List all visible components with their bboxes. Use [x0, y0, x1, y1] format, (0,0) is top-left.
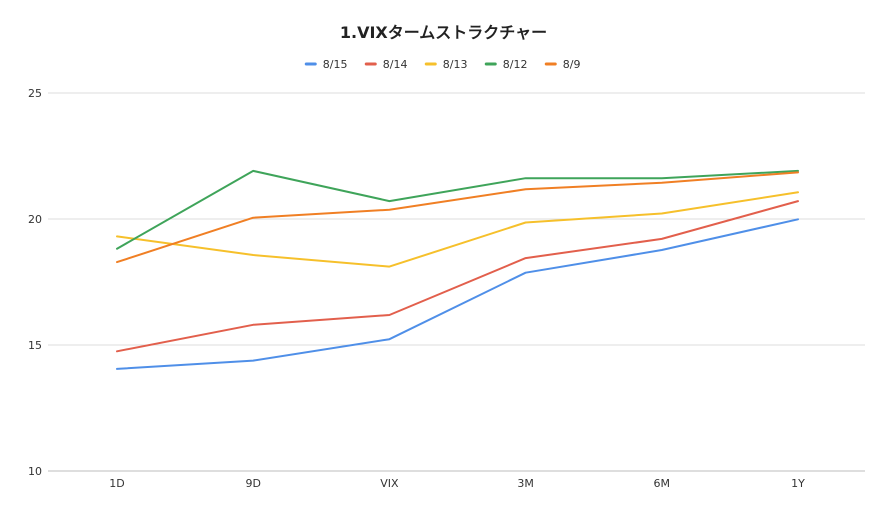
- series-line-8-9: [116, 171, 799, 264]
- legend: 8/15 8/14 8/13 8/12 8/9: [304, 58, 581, 71]
- series-lines: [116, 169, 799, 370]
- legend-swatch: [364, 62, 377, 66]
- series-line-8-15: [116, 218, 799, 370]
- legend-label: 8/9: [563, 58, 581, 71]
- x-tick-label: 1Y: [791, 477, 805, 490]
- legend-item: 8/13: [424, 58, 468, 71]
- y-axis: 10 15 20 25: [28, 87, 42, 478]
- x-tick-label: 1D: [109, 477, 124, 490]
- x-tick-label: 3M: [517, 477, 534, 490]
- x-tick-label: 6M: [654, 477, 671, 490]
- y-tick-label: 20: [28, 213, 42, 226]
- legend-label: 8/14: [383, 58, 408, 71]
- legend-label: 8/13: [443, 58, 468, 71]
- legend-item: 8/12: [484, 58, 528, 71]
- y-tick-label: 10: [28, 465, 42, 478]
- legend-label: 8/15: [323, 58, 348, 71]
- gridlines: [48, 92, 865, 472]
- legend-swatch: [544, 62, 557, 66]
- legend-label: 8/12: [503, 58, 528, 71]
- chart-title: 1.VIXタームストラクチャー: [340, 23, 547, 42]
- x-tick-label: VIX: [380, 477, 399, 490]
- y-tick-label: 25: [28, 87, 42, 100]
- series-line-8-13: [116, 191, 799, 268]
- legend-swatch: [484, 62, 497, 66]
- series-line-8-12: [116, 169, 799, 250]
- series-line-8-14: [116, 200, 799, 353]
- legend-swatch: [304, 62, 317, 66]
- x-tick-label: 9D: [245, 477, 260, 490]
- y-tick-label: 15: [28, 339, 42, 352]
- legend-item: 8/9: [544, 58, 581, 71]
- x-axis: 1D 9D VIX 3M 6M 1Y: [109, 477, 805, 490]
- legend-item: 8/15: [304, 58, 348, 71]
- legend-swatch: [424, 62, 437, 66]
- legend-item: 8/14: [364, 58, 408, 71]
